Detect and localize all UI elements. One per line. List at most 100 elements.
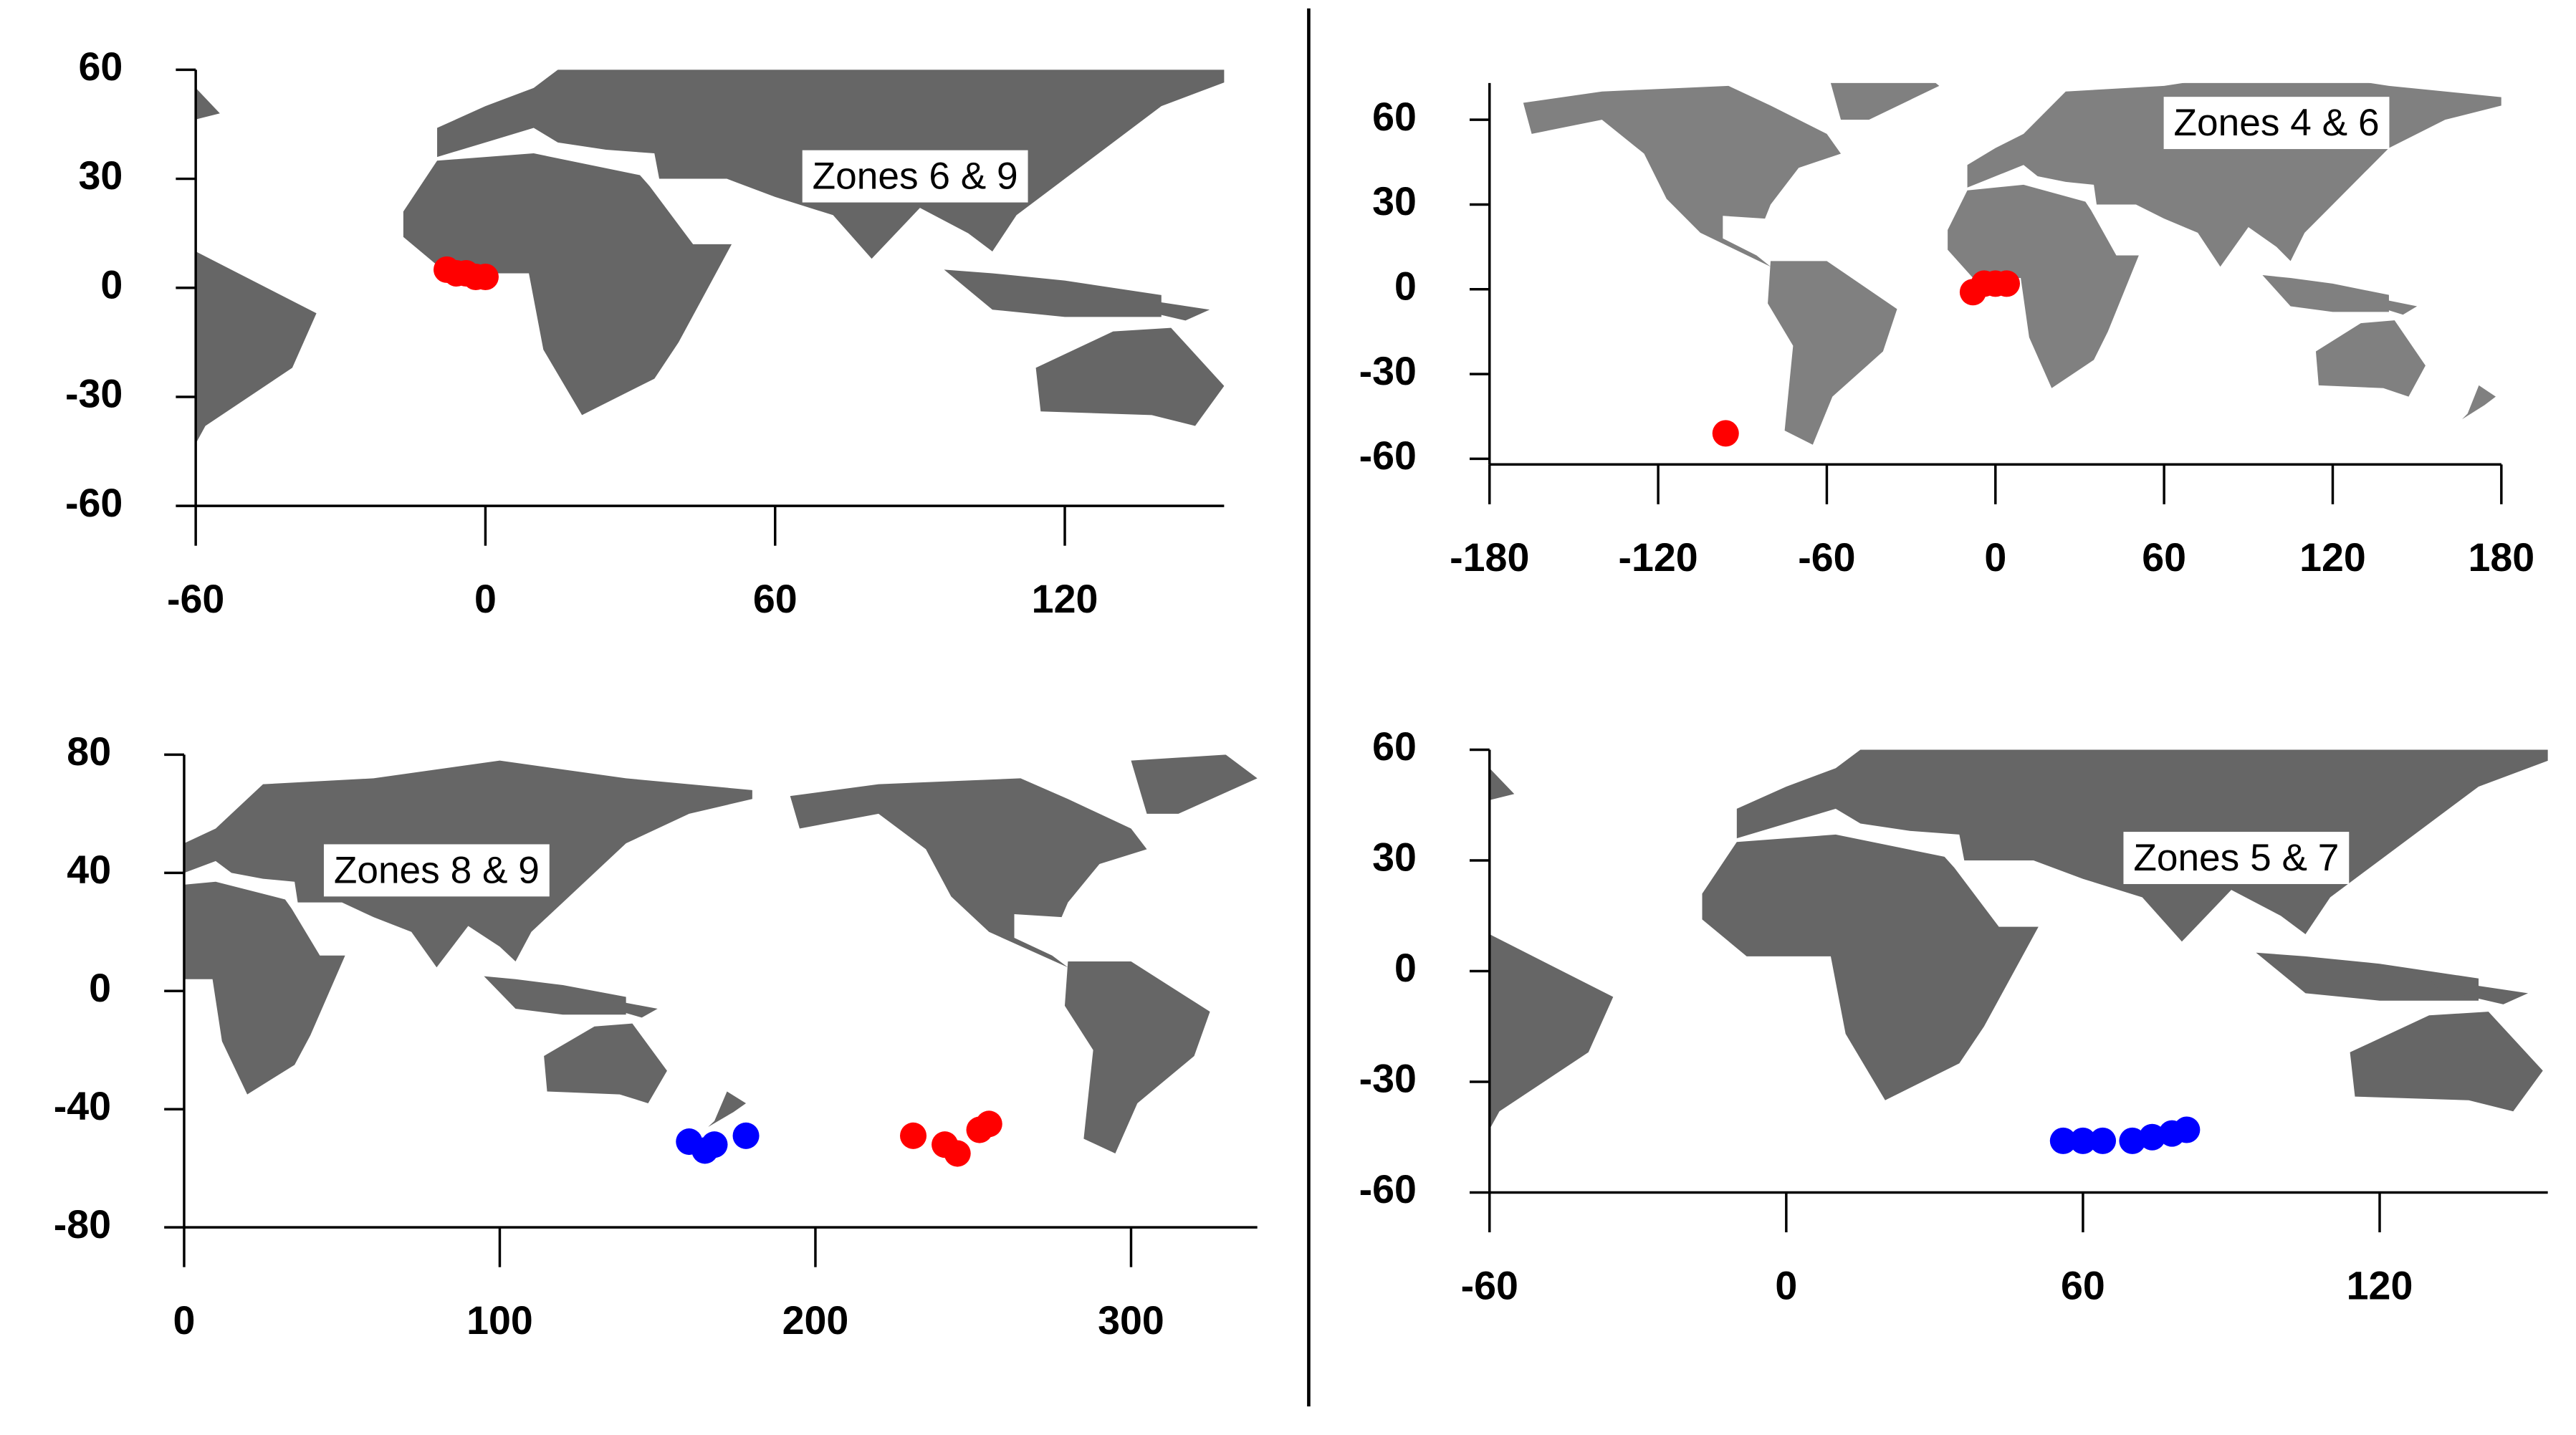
point — [701, 1131, 728, 1158]
landmass — [2256, 952, 2479, 1001]
x-tick-label: 200 — [782, 1298, 849, 1343]
y-tick-label: 30 — [1372, 835, 1417, 880]
landmass — [1131, 754, 1258, 814]
x-tick-label: 60 — [753, 577, 798, 621]
x-tick-label: 60 — [2061, 1263, 2105, 1307]
annotation-box — [323, 844, 550, 897]
land — [0, 754, 1882, 1154]
point — [944, 1140, 971, 1167]
landmass — [1730, 997, 1794, 1018]
annotation: Zones 4 & 6 — [2174, 102, 2380, 144]
landmass — [2461, 385, 2496, 420]
x-tick-label: -180 — [1450, 535, 1529, 580]
point — [2173, 1116, 2201, 1143]
x-tick-label: 180 — [2468, 535, 2534, 580]
land — [649, 749, 2548, 1141]
x-tick-label: -60 — [1798, 535, 1855, 580]
x-tick-label: 0 — [173, 1298, 195, 1343]
x-tick-label: 120 — [1032, 577, 1098, 621]
landmass — [403, 153, 732, 416]
point — [732, 1122, 760, 1149]
landmass — [1830, 82, 1940, 120]
landmass — [1844, 1091, 1882, 1126]
point — [2089, 1127, 2117, 1154]
landmass — [1250, 275, 1377, 312]
landmass — [1620, 976, 1762, 1015]
point — [1712, 420, 1739, 447]
landmass — [1489, 934, 1614, 1130]
map-panel: -60 -30 0 30 60 -60 0 60 120 Zones 5 & 7 — [649, 724, 2548, 1307]
landmass — [649, 979, 748, 1004]
y-tick-label: 80 — [67, 729, 111, 774]
x-tick-label: 0 — [1984, 535, 2006, 580]
landmass — [594, 997, 658, 1018]
landmass — [827, 1097, 886, 1141]
point — [975, 1110, 1002, 1138]
landmass — [708, 1091, 747, 1127]
landmass — [1035, 327, 1225, 426]
point — [2119, 1127, 2146, 1154]
map-panel: -60 -30 0 30 60 -180 -120 -60 0 60 120 180 Zones 4 &… — [756, 82, 2534, 580]
y-tick-label: -60 — [65, 481, 123, 525]
landmass — [1948, 184, 2139, 388]
map-panel: -60 -30 0 30 60 -60 0 60 120 Zones 6 & 9 — [65, 0, 2127, 621]
landmass — [2262, 275, 2389, 312]
landmass — [1064, 961, 1210, 1154]
landmass — [1287, 411, 1345, 455]
land — [196, 0, 2127, 488]
x-tick-label: -60 — [1461, 1263, 1518, 1307]
point — [1993, 270, 2021, 297]
landmass — [790, 778, 1147, 968]
y-tick-label: -30 — [65, 372, 123, 416]
landmass — [1768, 261, 1897, 445]
point — [471, 264, 499, 291]
landmass — [1450, 385, 1484, 419]
annotation-box — [802, 150, 1028, 203]
annotation: Zones 8 & 9 — [334, 849, 540, 891]
landmass — [944, 269, 1162, 317]
point — [900, 1122, 927, 1149]
x-tick-label: -60 — [167, 577, 224, 621]
y-tick-label: -80 — [54, 1202, 111, 1247]
landmass — [756, 261, 885, 444]
y-tick-label: -30 — [1359, 349, 1417, 393]
landmass — [1832, 251, 2054, 488]
landmass — [1523, 85, 1842, 267]
landmass — [0, 778, 11, 967]
landmass — [1934, 0, 2127, 69]
landmass — [2350, 1012, 2543, 1112]
point — [2069, 1127, 2097, 1154]
landmass — [196, 0, 389, 69]
x-tick-label: -120 — [1619, 535, 1698, 580]
annotation: Zones 5 & 7 — [2133, 837, 2339, 879]
y-tick-label: 0 — [1394, 946, 1417, 990]
y-tick-label: 30 — [79, 153, 123, 198]
y-tick-label: 40 — [67, 848, 111, 892]
landmass — [1680, 1024, 1804, 1103]
point — [2139, 1123, 2166, 1151]
landmass — [2360, 294, 2418, 315]
x-tick-label: 0 — [1775, 1263, 1797, 1307]
y-tick-label: 60 — [1372, 95, 1417, 139]
y-tick-label: -30 — [1359, 1057, 1417, 1101]
annotation-box — [2163, 97, 2390, 150]
landmass — [484, 976, 626, 1015]
y-tick-label: -40 — [54, 1084, 111, 1128]
y-tick-label: 60 — [1372, 724, 1417, 769]
landmass — [183, 881, 345, 1095]
x-tick-label: 120 — [2347, 1263, 2413, 1307]
x-tick-label: 100 — [466, 1298, 533, 1343]
y-tick-label: 0 — [89, 966, 111, 1010]
x-tick-label: 300 — [1098, 1298, 1164, 1343]
point — [2049, 1127, 2077, 1154]
landmass — [1702, 834, 2039, 1100]
y-tick-label: -60 — [1359, 433, 1417, 478]
landmass — [1489, 768, 1515, 800]
landmass — [544, 1023, 667, 1103]
landmass — [2429, 978, 2529, 1004]
x-tick-label: 120 — [2299, 535, 2366, 580]
x-tick-label: 0 — [474, 577, 497, 621]
